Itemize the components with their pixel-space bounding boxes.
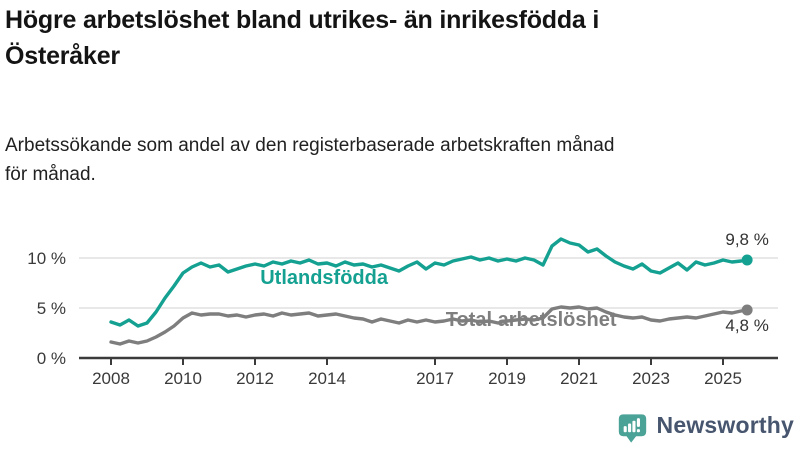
bar-medium <box>627 423 631 433</box>
x-axis-tick-label: 2012 <box>236 369 274 388</box>
y-axis-tick-label: 5 % <box>37 299 66 318</box>
unemployment-line-chart: 0 % 5 % 10 % 2008 2010 2012 2014 2017 2019 2021 20… <box>27 230 778 388</box>
exclamation-dot <box>636 429 640 433</box>
bar-small <box>623 426 627 433</box>
x-axis-tick-label: 2017 <box>416 369 454 388</box>
bar-tall <box>631 420 636 433</box>
series-end-value-utlandsfodda: 9,8 % <box>725 230 768 249</box>
series-end-dot-utlandsfodda <box>741 254 753 266</box>
exclamation-stem <box>636 418 640 427</box>
y-axis-tick-label: 0 % <box>37 349 66 368</box>
y-axis-tick-label: 10 % <box>27 249 66 268</box>
chart-subtitle: Arbetssökande som andel av den registerb… <box>5 135 615 185</box>
newsworthy-logo: Newsworthy <box>617 412 794 444</box>
series-line-total-arbetsloshet <box>109 305 749 346</box>
series-name-label-total-arbetsloshet: Total arbetslöshet <box>446 309 617 331</box>
newsworthy-chart-bubble-icon <box>618 414 646 443</box>
chart-title: Högre arbetslöshet bland utrikes- än inr… <box>5 6 600 70</box>
series-name-label-utlandsfodda: Utlandsfödda <box>260 267 389 289</box>
x-axis-tick-label: 2019 <box>488 369 526 388</box>
x-axis-tick-label: 2010 <box>164 369 202 388</box>
x-axis-tick-label: 2021 <box>560 369 598 388</box>
x-axis-tick-label: 2008 <box>92 369 130 388</box>
series-end-value-total-arbetsloshet: 4,8 % <box>725 316 768 335</box>
x-axis-tick-label: 2025 <box>704 369 742 388</box>
x-axis-tick-label: 2023 <box>632 369 670 388</box>
series-line-utlandsfodda <box>109 237 749 328</box>
x-axis-tick-label: 2014 <box>308 369 346 388</box>
series-end-dot-total-arbetsloshet <box>741 304 753 316</box>
newsworthy-wordmark: Newsworthy <box>656 411 794 438</box>
